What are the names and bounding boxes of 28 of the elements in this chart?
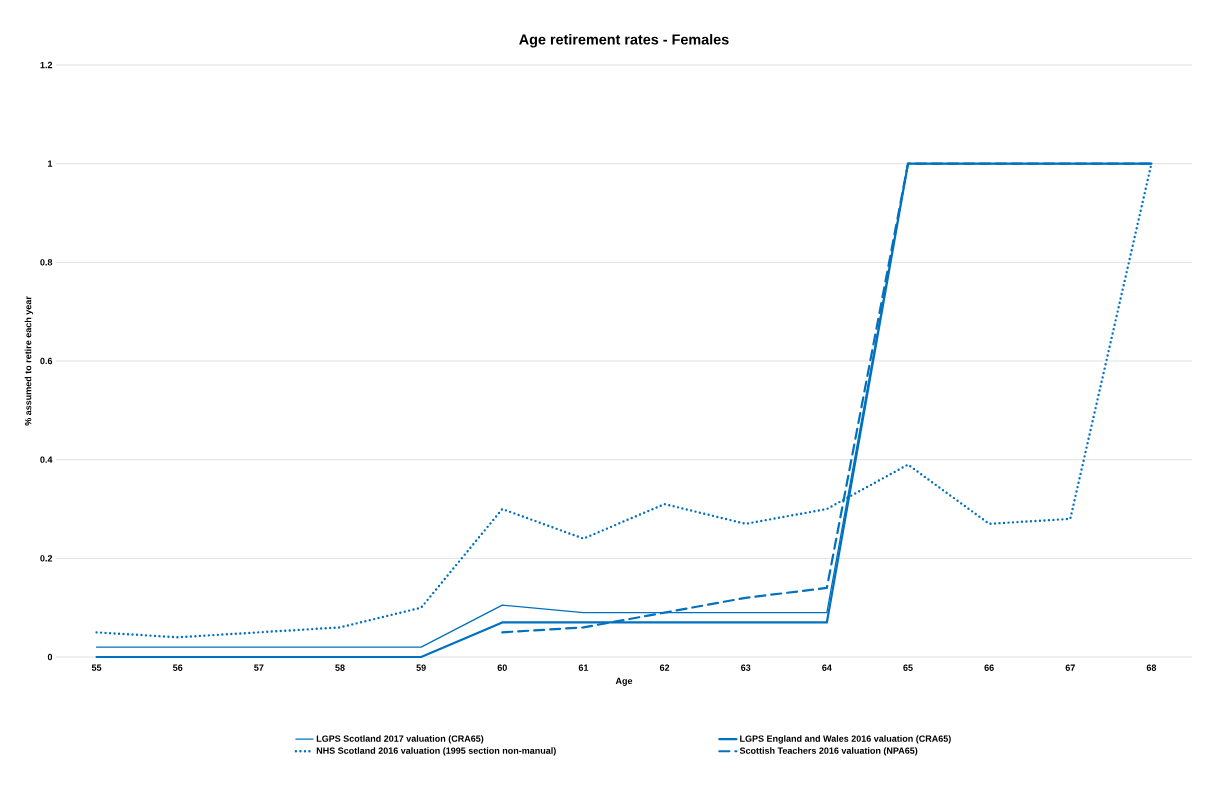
- x-tick-label: 55: [91, 664, 102, 671]
- y-tick-label: 0: [47, 653, 53, 661]
- y-tick-label: 1: [48, 160, 53, 167]
- x-tick-label: 63: [741, 664, 751, 671]
- chart-title: Age retirement rates - Females: [519, 33, 729, 48]
- x-tick-label: 66: [984, 664, 994, 671]
- x-tick-label: 67: [1065, 664, 1075, 671]
- x-tick-label: 58: [335, 664, 345, 671]
- y-tick-label: 0.8: [40, 259, 53, 266]
- x-tick-label: 65: [903, 664, 913, 671]
- x-tick-label: 62: [659, 664, 670, 671]
- x-tick-label: 57: [254, 664, 264, 671]
- y-tick-label: 0.4: [40, 456, 53, 463]
- legend-label: LGPS Scotland 2017 valuation (CRA65): [316, 735, 484, 744]
- x-tick-label: 56: [172, 664, 183, 671]
- y-tick-label: 0.2: [40, 555, 53, 562]
- legend-label: NHS Scotland 2016 valuation (1995 section non-manual): [316, 747, 556, 756]
- y-axis-title: % assumed to retire each year: [24, 296, 34, 426]
- legend-label: Scottish Teachers 2016 valuation (NPA65): [739, 747, 918, 756]
- y-tick-label: 1.2: [40, 61, 53, 69]
- x-axis-title: Age: [615, 677, 633, 686]
- y-tick-label: 0.6: [40, 357, 53, 365]
- x-tick-label: 68: [1146, 664, 1157, 671]
- legend-label: LGPS England and Wales 2016 valuation (CRA65): [740, 735, 951, 744]
- x-tick-label: 59: [416, 664, 426, 671]
- x-tick-label: 64: [822, 664, 832, 671]
- x-tick-label: 60: [497, 664, 507, 671]
- x-tick-label: 61: [578, 664, 589, 671]
